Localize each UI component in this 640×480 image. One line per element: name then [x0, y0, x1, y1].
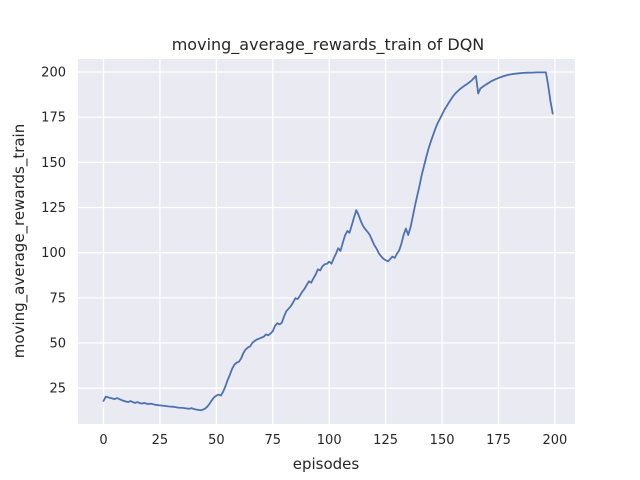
chart-title: moving_average_rewards_train of DQN	[172, 35, 485, 55]
y-tick-label-100: 100	[41, 246, 66, 261]
x-tick-labels: 0 25 50 75 100 125 150 175 200	[99, 433, 567, 448]
y-tick-label-150: 150	[41, 156, 66, 171]
x-tick-label-125: 125	[373, 433, 398, 448]
plot-area	[78, 59, 575, 424]
y-tick-labels: 25 50 75 100 125 150 175 200	[41, 66, 66, 397]
gridlines	[78, 59, 575, 424]
x-tick-label-25: 25	[152, 433, 169, 448]
y-axis-label: moving_average_rewards_train	[10, 124, 29, 358]
x-tick-label-75: 75	[265, 433, 282, 448]
x-tick-label-175: 175	[486, 433, 511, 448]
x-tick-label-100: 100	[317, 433, 342, 448]
x-axis-label: episodes	[293, 455, 360, 473]
y-tick-label-125: 125	[41, 201, 66, 216]
y-tick-label-50: 50	[49, 337, 66, 352]
x-tick-label-200: 200	[542, 433, 567, 448]
dqn-series-line	[102, 71, 554, 412]
x-tick-label-0: 0	[99, 433, 107, 448]
y-tick-label-25: 25	[49, 382, 66, 397]
y-tick-label-75: 75	[49, 291, 66, 306]
y-tick-label-200: 200	[41, 66, 66, 81]
x-tick-label-50: 50	[208, 433, 225, 448]
x-tick-label-150: 150	[430, 433, 455, 448]
y-tick-label-175: 175	[41, 111, 66, 126]
